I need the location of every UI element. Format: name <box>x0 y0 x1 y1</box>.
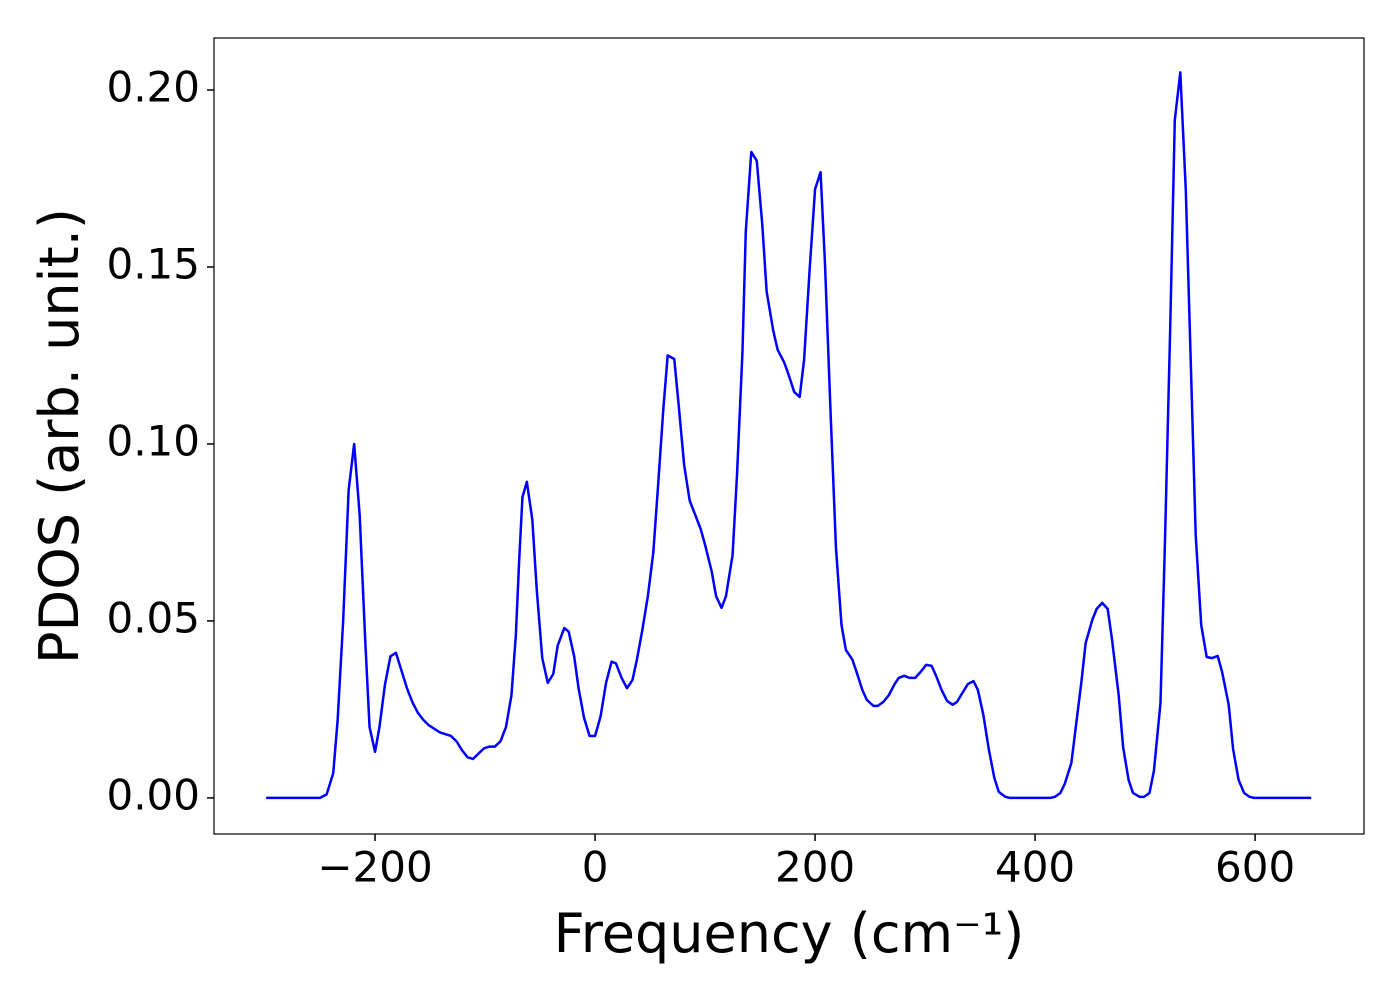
y-axis-label: PDOS (arb. unit.) <box>28 208 91 664</box>
y-tick-label: 0.00 <box>106 770 200 819</box>
plot-frame <box>213 37 1365 835</box>
x-tick-label: 400 <box>995 843 1075 892</box>
y-tick-label: 0.10 <box>106 416 200 465</box>
x-tick-label: 600 <box>1215 843 1295 892</box>
y-tick-label: 0.05 <box>106 593 200 642</box>
x-axis-label: Frequency (cm⁻¹) <box>554 902 1025 965</box>
x-tick-label: 200 <box>775 843 855 892</box>
x-tick-label: −200 <box>317 843 432 892</box>
line <box>266 71 1312 800</box>
x-tick-label: 0 <box>582 843 609 892</box>
y-tick-label: 0.15 <box>106 239 200 288</box>
y-tick-label: 0.20 <box>106 63 200 112</box>
